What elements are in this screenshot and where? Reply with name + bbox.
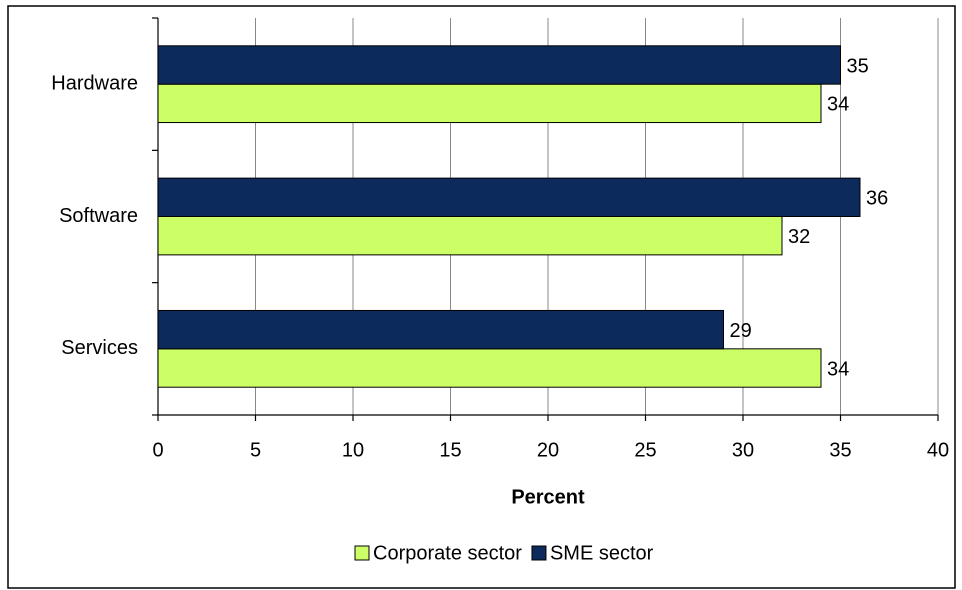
bar	[157, 83, 822, 124]
x-tick-label: 15	[439, 439, 461, 461]
x-tick-label: 0	[152, 439, 163, 461]
bar	[157, 45, 841, 85]
data-label: 29	[730, 320, 752, 342]
x-tick-label: 25	[634, 439, 656, 461]
x-tick-label: 20	[537, 439, 559, 461]
bar	[157, 177, 861, 218]
bar	[157, 309, 724, 350]
y-tick-label: Software	[59, 205, 138, 227]
legend-swatch	[354, 545, 370, 561]
data-label: 34	[827, 358, 849, 380]
x-tick-label: 40	[927, 439, 949, 461]
legend-label: SME sector	[550, 542, 654, 564]
x-tick-label: 10	[342, 439, 364, 461]
legend-swatch	[531, 545, 547, 561]
x-tick-label: 30	[732, 439, 754, 461]
data-label: 36	[866, 188, 888, 210]
data-label: 35	[847, 55, 869, 77]
data-label: 34	[827, 94, 849, 116]
y-tick-label: Hardware	[51, 72, 138, 94]
x-axis-label: Percent	[511, 486, 585, 508]
x-tick-label: 35	[829, 439, 851, 461]
bar	[157, 348, 822, 388]
legend-label: Corporate sector	[373, 542, 522, 564]
y-tick-label: Services	[61, 337, 138, 359]
data-label: 32	[788, 226, 810, 248]
bar	[157, 216, 783, 256]
x-tick-label: 5	[250, 439, 261, 461]
